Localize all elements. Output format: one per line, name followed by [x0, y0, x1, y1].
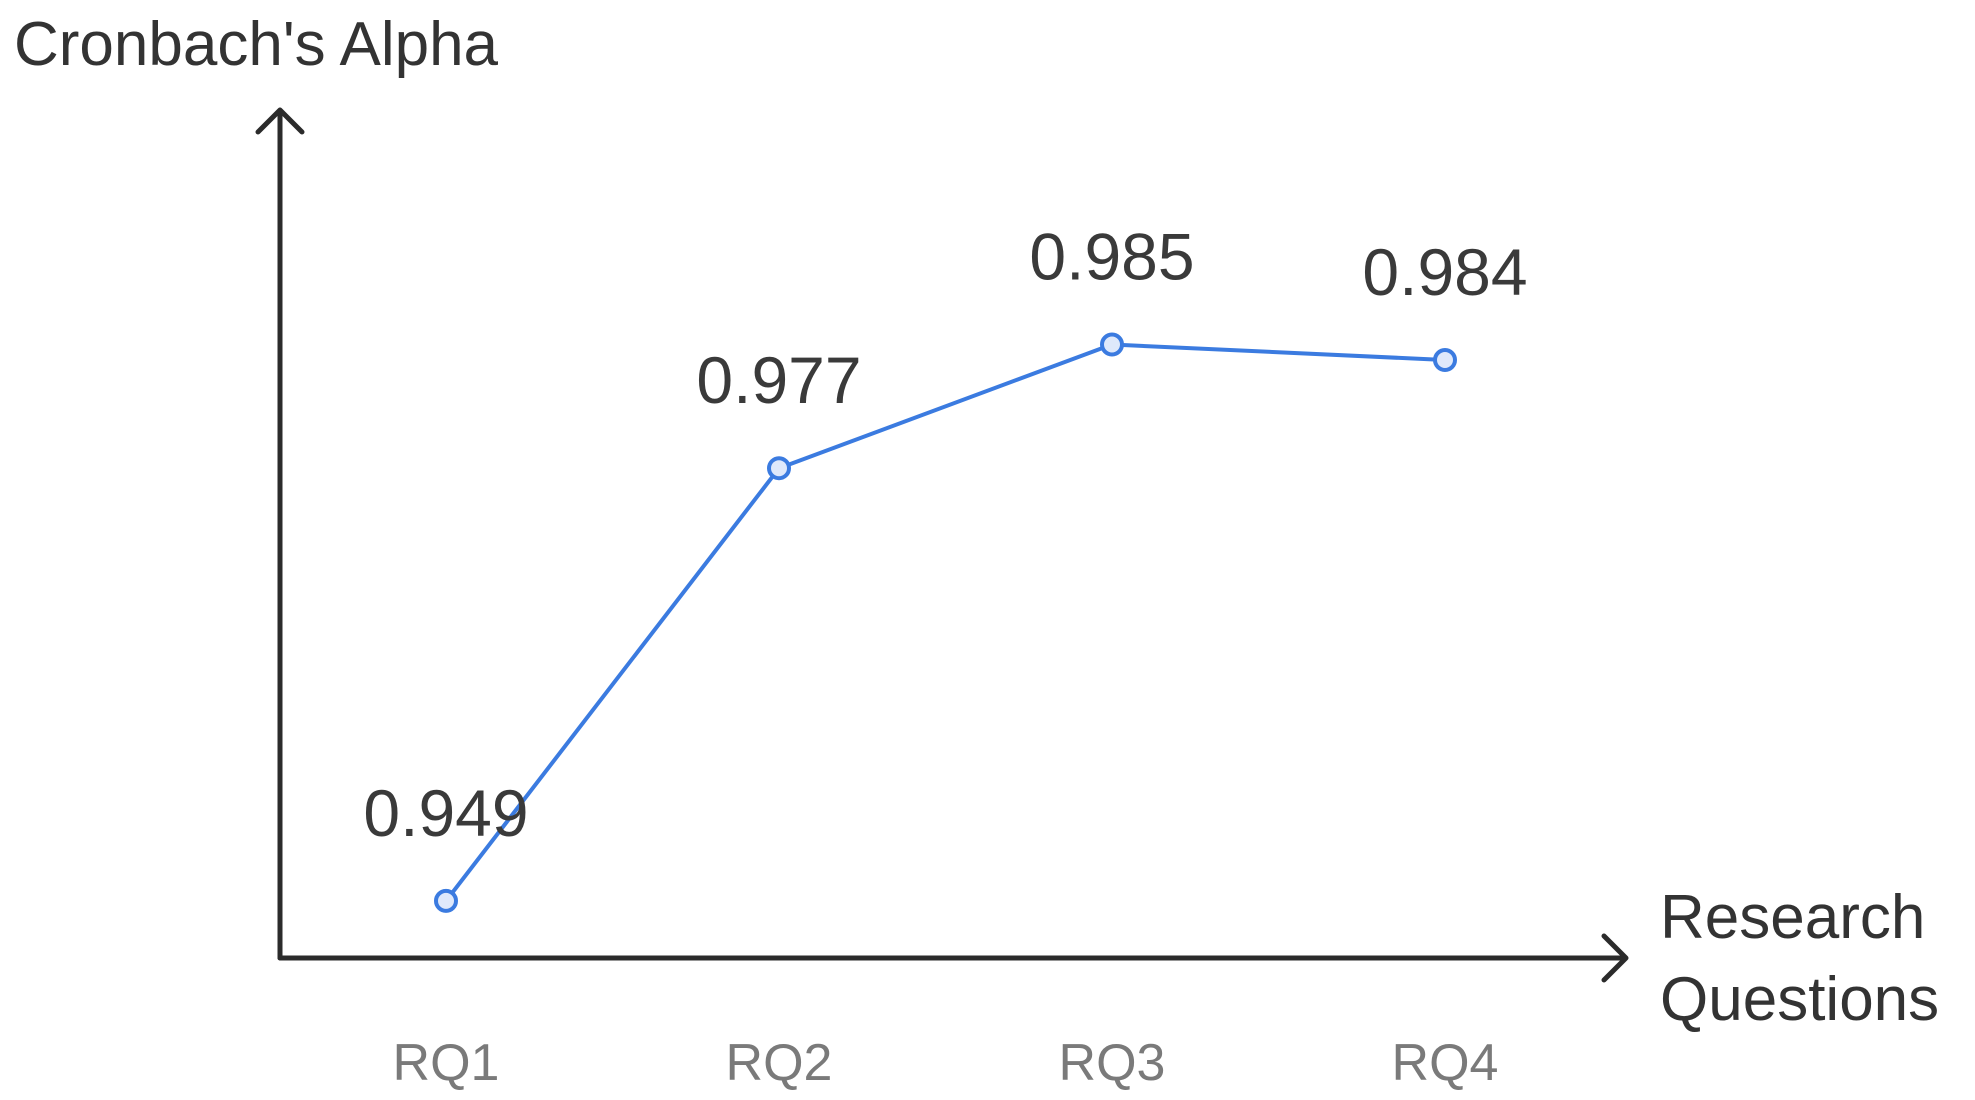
x-axis-title-line-2: Questions [1660, 965, 1939, 1034]
data-point [767, 456, 791, 481]
data-point [434, 888, 458, 913]
x-axis-arrow [1601, 933, 1629, 983]
x-tick-label: RQ4 [1392, 1034, 1499, 1092]
series-group [434, 332, 1457, 913]
y-axis-arrow [255, 107, 305, 135]
x-tick-label: RQ2 [726, 1034, 833, 1092]
data-point [1433, 348, 1457, 372]
y-axis-title: Cronbach's Alpha [14, 10, 499, 79]
x-tick-label: RQ3 [1059, 1034, 1166, 1092]
x-tick-label: RQ1 [393, 1034, 500, 1092]
x-axis-title-line-1: Research [1660, 883, 1925, 952]
data-label: 0.977 [696, 343, 861, 417]
data-label: 0.984 [1362, 235, 1527, 309]
data-label: 0.985 [1029, 220, 1194, 294]
data-labels: 0.949 0.977 0.985 0.984 [363, 220, 1527, 850]
series-line [444, 342, 1446, 903]
x-tick-labels: RQ1 RQ2 RQ3 RQ4 [393, 1034, 1499, 1092]
data-label: 0.949 [363, 776, 528, 850]
data-point [1100, 332, 1124, 357]
